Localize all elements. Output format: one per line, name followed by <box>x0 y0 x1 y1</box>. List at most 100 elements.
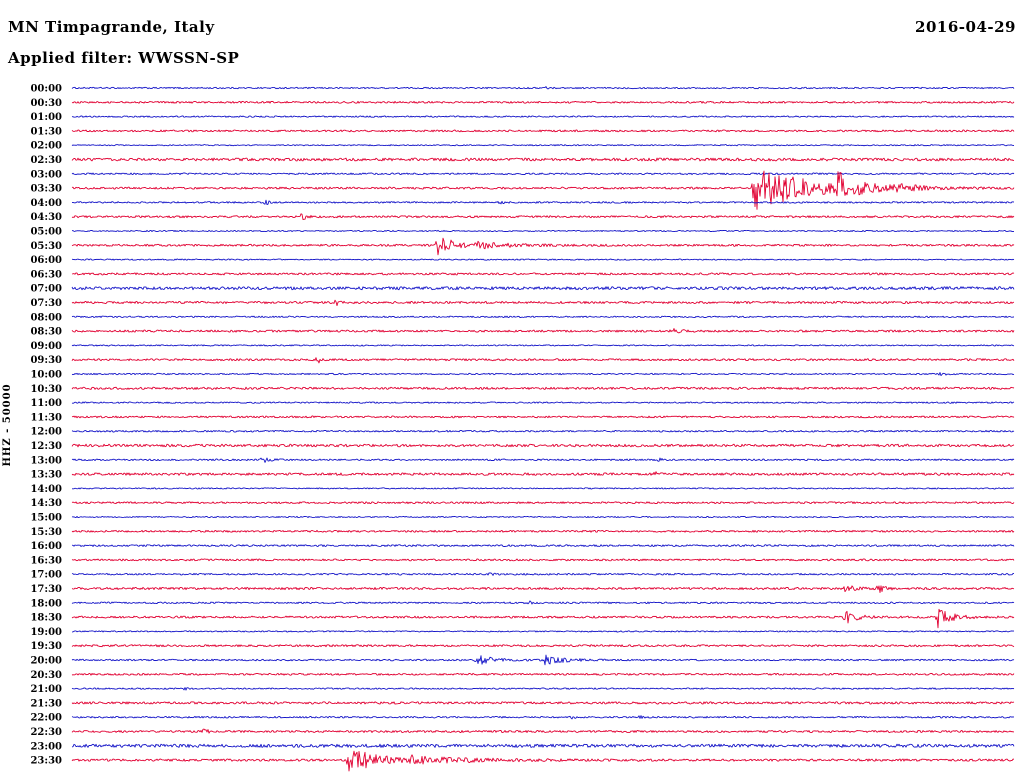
seismogram-trace-1730 <box>71 585 1015 593</box>
seismogram-trace-2130 <box>71 701 1015 705</box>
trace-time-label: 20:00 <box>30 656 62 667</box>
trace-time-label: 21:30 <box>30 698 62 709</box>
trace-time-label: 02:30 <box>30 155 62 166</box>
helicorder-plot: HHZ - 50000 00:00 00:30 01:00 01:30 02:00 02:… <box>2 84 1015 772</box>
seismogram-trace-0900 <box>71 344 1015 347</box>
seismogram-trace-1600 <box>71 544 1015 547</box>
seismogram-trace-1200 <box>71 429 1015 433</box>
seismogram-trace-0230 <box>71 157 1015 162</box>
trace-time-label: 19:30 <box>30 641 62 652</box>
trace-time-label: 12:00 <box>30 427 62 438</box>
trace-time-label: 19:00 <box>30 627 62 638</box>
seismogram-trace-0700 <box>71 286 1015 291</box>
seismogram-trace-0500 <box>71 229 1015 233</box>
filter-label: Applied filter: WWSSN-SP <box>8 49 240 67</box>
trace-time-label: 02:00 <box>30 141 62 152</box>
seismogram-trace-2030 <box>71 672 1015 676</box>
trace-time-label: 14:00 <box>30 484 62 495</box>
seismogram-trace-0030 <box>71 100 1015 104</box>
seismogram-trace-0300 <box>71 172 1015 176</box>
trace-time-label: 03:30 <box>30 184 62 195</box>
seismogram-trace-1930 <box>71 644 1015 648</box>
trace-time-label: 15:00 <box>30 513 62 524</box>
seismogram-trace-0800 <box>71 315 1014 318</box>
seismogram-trace-1500 <box>71 515 1015 519</box>
trace-time-label: 11:30 <box>30 412 62 423</box>
seismogram-trace-1900 <box>72 630 1015 633</box>
seismogram-trace-0730 <box>71 299 1015 307</box>
station-title: MN Timpagrande, Italy <box>8 18 215 36</box>
trace-time-label: 16:00 <box>30 541 62 552</box>
seismogram-trace-1530 <box>71 529 1015 533</box>
seismogram-trace-2100 <box>71 687 1015 691</box>
trace-time-label: 20:30 <box>30 670 62 681</box>
trace-time-label: 10:00 <box>30 370 62 381</box>
trace-time-label: 06:00 <box>30 255 62 266</box>
trace-time-label: 10:30 <box>30 384 62 395</box>
trace-time-label: 18:30 <box>30 613 62 624</box>
trace-time-label: 21:00 <box>30 684 62 695</box>
trace-time-label: 00:30 <box>30 98 62 109</box>
date-label: 2016-04-29 <box>915 18 1016 36</box>
trace-time-label: 17:00 <box>30 570 62 581</box>
trace-time-label: 07:00 <box>30 284 62 295</box>
seismogram-trace-2000 <box>71 654 1015 666</box>
trace-time-label: 09:00 <box>30 341 62 352</box>
channel-scale-label: HHZ - 50000 <box>2 383 13 466</box>
seismogram-trace-1300 <box>71 457 1015 463</box>
trace-time-label: 01:30 <box>30 126 62 137</box>
seismogram-trace-1400 <box>72 487 1015 490</box>
seismogram-trace-1230 <box>71 443 1015 448</box>
trace-time-label: 23:30 <box>30 756 62 767</box>
trace-time-label: 22:00 <box>30 713 62 724</box>
trace-time-label: 15:30 <box>30 527 62 538</box>
trace-time-label: 12:30 <box>30 441 62 452</box>
trace-time-label: 03:00 <box>30 169 62 180</box>
trace-time-label: 13:00 <box>30 455 62 466</box>
seismogram-trace-0000 <box>71 86 1015 90</box>
trace-time-label: 22:30 <box>30 727 62 738</box>
seismogram-trace-0130 <box>71 129 1015 133</box>
seismogram-trace-2330 <box>71 750 1015 772</box>
trace-time-label: 05:00 <box>30 227 62 238</box>
seismogram-trace-2300 <box>71 743 1015 748</box>
seismogram-trace-1630 <box>71 558 1015 562</box>
trace-time-label: 00:00 <box>30 84 62 95</box>
seismogram-trace-0530 <box>71 237 1015 256</box>
trace-time-label: 16:30 <box>30 555 62 566</box>
seismogram-trace-1700 <box>71 572 1015 576</box>
trace-time-label: 04:30 <box>30 212 62 223</box>
trace-time-label: 23:00 <box>30 741 62 752</box>
trace-time-label: 17:30 <box>30 584 62 595</box>
seismogram-trace-2230 <box>71 728 1015 734</box>
trace-time-label: 08:30 <box>30 327 62 338</box>
trace-time-label: 14:30 <box>30 498 62 509</box>
trace-time-label: 04:00 <box>30 198 62 209</box>
seismogram-trace-1330 <box>71 471 1015 476</box>
seismogram-trace-1800 <box>71 600 1015 605</box>
seismogram-trace-0600 <box>71 258 1015 261</box>
seismogram-trace-0100 <box>71 115 1015 118</box>
seismogram-trace-1000 <box>71 372 1015 377</box>
seismogram-trace-0330 <box>71 170 1015 210</box>
seismogram-trace-0630 <box>71 272 1015 276</box>
trace-time-label: 09:30 <box>30 355 62 366</box>
trace-time-label: 01:00 <box>30 112 62 123</box>
seismogram-trace-1430 <box>71 501 1015 505</box>
seismogram-trace-0430 <box>71 213 1015 220</box>
seismogram-trace-1030 <box>71 386 1015 390</box>
trace-time-label: 07:30 <box>30 298 62 309</box>
trace-time-label: 08:00 <box>30 312 62 323</box>
seismogram-trace-0200 <box>71 144 1015 147</box>
seismogram-trace-1100 <box>71 401 1015 404</box>
seismogram-trace-2200 <box>71 715 1015 720</box>
seismogram-trace-0400 <box>71 199 1015 206</box>
trace-time-label: 06:30 <box>30 269 62 280</box>
trace-time-label: 18:00 <box>30 598 62 609</box>
seismogram-trace-0930 <box>71 357 1015 364</box>
seismogram-trace-1130 <box>71 415 1015 419</box>
seismogram-trace-1830 <box>71 608 1015 629</box>
trace-time-label: 05:30 <box>30 241 62 252</box>
seismogram-trace-0830 <box>71 328 1015 334</box>
